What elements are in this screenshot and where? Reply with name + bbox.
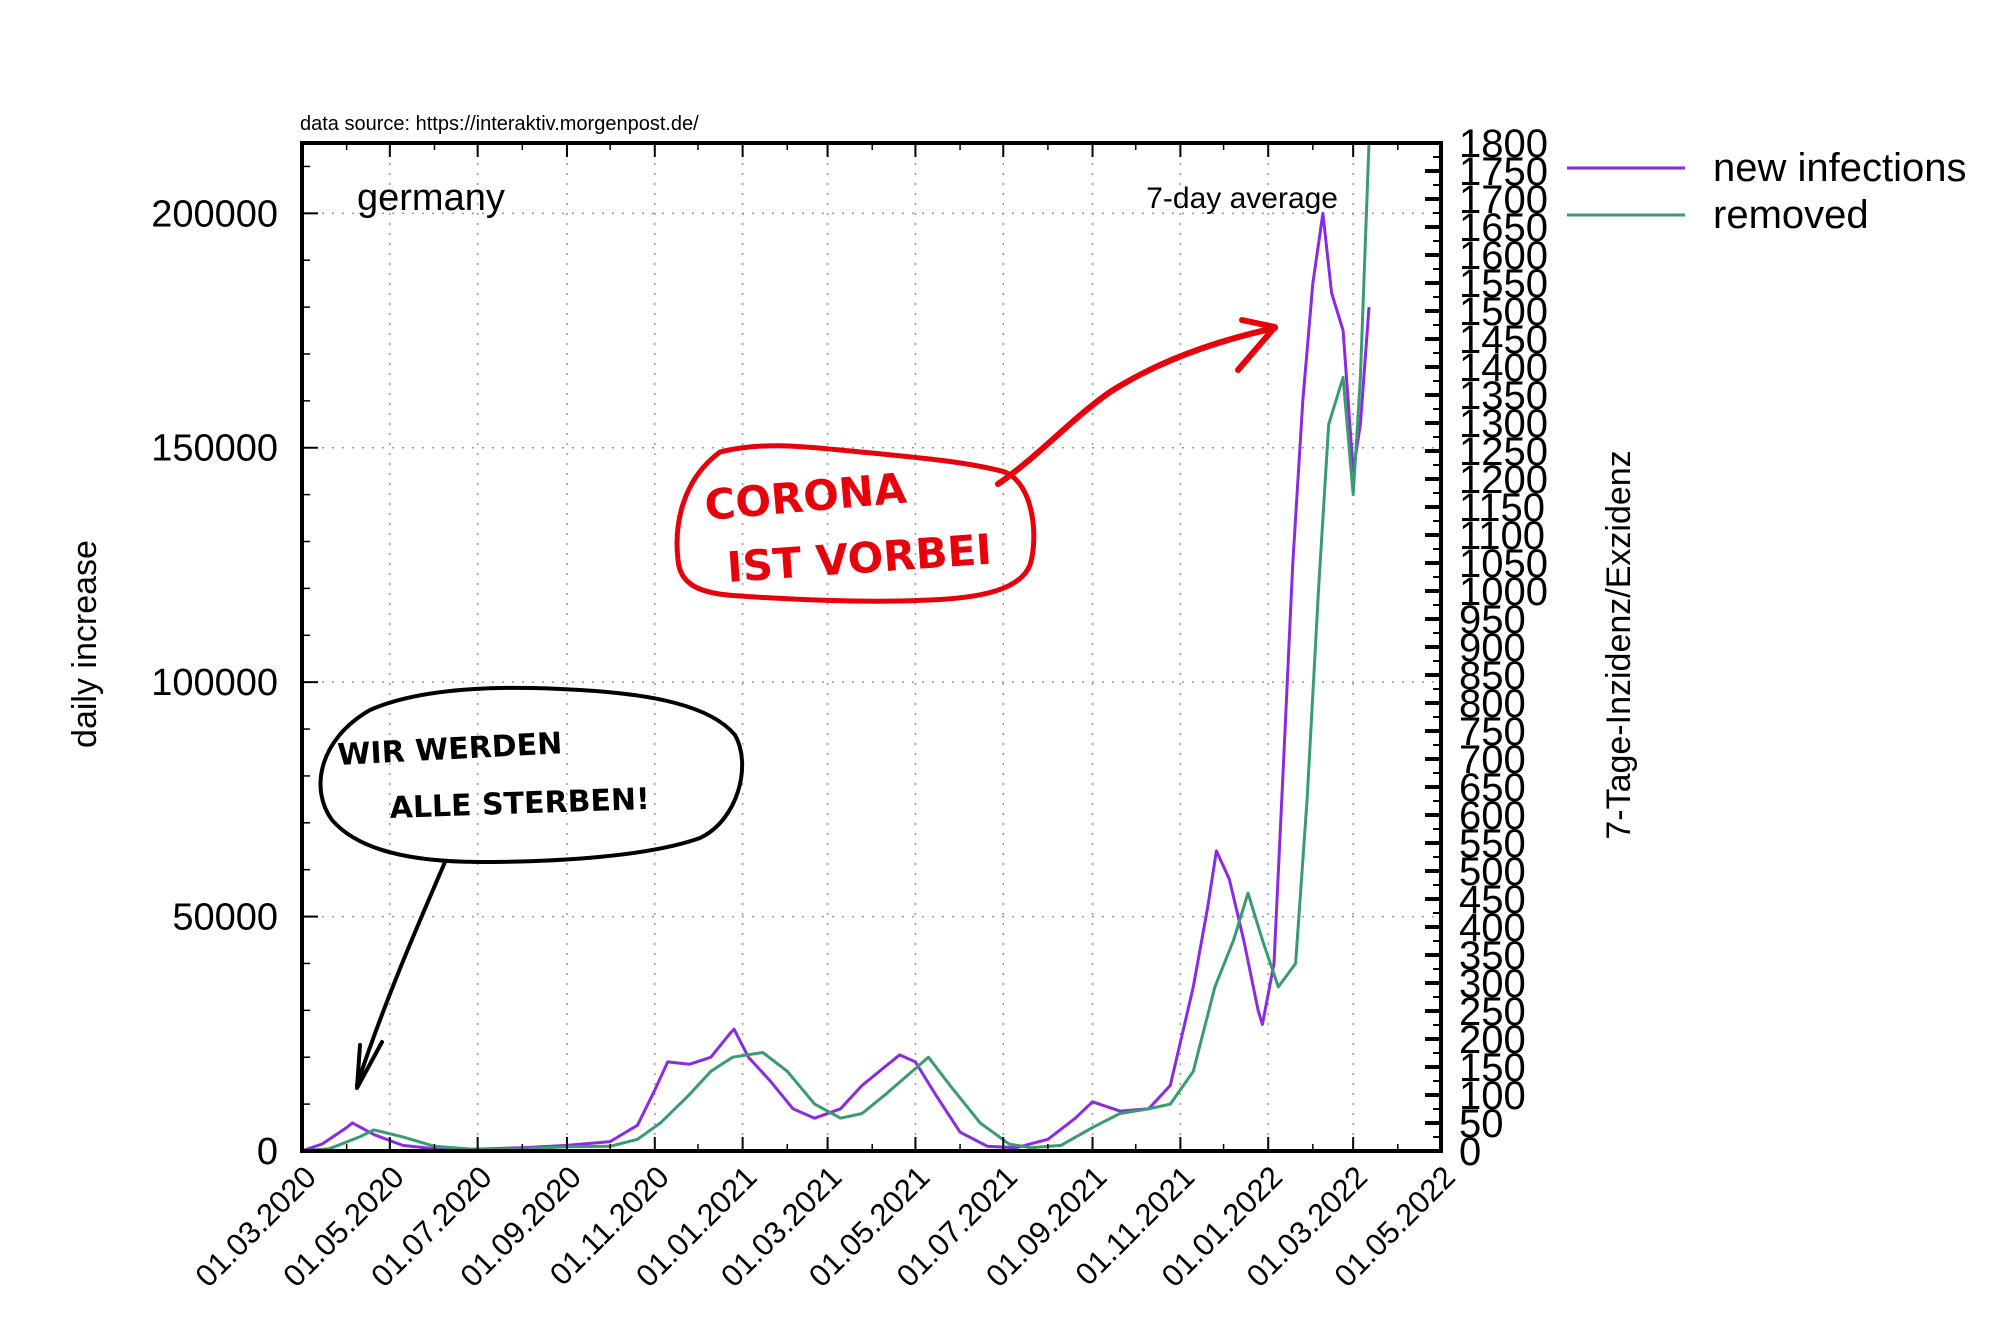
y2-tick-label: 900 — [1459, 626, 1526, 670]
y2-tick-label: 100 — [1459, 1074, 1526, 1118]
y2-tick-label: 0 — [1459, 1130, 1481, 1174]
y2-tick-label: 150 — [1459, 1046, 1526, 1090]
y2-tick-label: 750 — [1459, 710, 1526, 754]
y2-tick-label: 500 — [1459, 850, 1526, 894]
smoothing-label: 7-day average — [1146, 182, 1338, 215]
legend-label: removed — [1713, 193, 1869, 237]
y2-tick-label: 1200 — [1459, 458, 1548, 502]
y-tick-label: 50000 — [172, 897, 278, 939]
y2-tick-label: 450 — [1459, 878, 1526, 922]
y2-tick-label: 950 — [1459, 598, 1526, 642]
region-label: germany — [357, 177, 505, 219]
source-note: data source: https://interaktiv.morgenpo… — [300, 113, 699, 135]
y2-tick-label: 700 — [1459, 738, 1526, 782]
y2-tick-label: 1800 — [1459, 122, 1548, 166]
y2-tick-label: 1300 — [1459, 402, 1548, 446]
y2-tick-label: 250 — [1459, 990, 1526, 1034]
y2-axis-label: 7-Tage-Inzidenz/Exzidenz — [1600, 450, 1638, 839]
y2-tick-label: 1700 — [1459, 178, 1548, 222]
legend-label: new infections — [1713, 146, 1966, 190]
grid-lines — [302, 143, 1441, 1151]
y2-tick-label: 600 — [1459, 794, 1526, 838]
y2-tick-label: 1550 — [1459, 262, 1548, 306]
y2-tick-label: 550 — [1459, 822, 1526, 866]
series-line-removed — [302, 142, 1371, 1151]
y-tick-label: 100000 — [151, 662, 278, 704]
y2-tick-label: 1650 — [1459, 206, 1548, 250]
y2-tick-label: 1150 — [1459, 486, 1545, 530]
y2-tick-label: 1000 — [1459, 570, 1548, 614]
y-tick-label: 200000 — [151, 193, 278, 235]
y2-tick-label: 1750 — [1459, 150, 1548, 194]
y2-tick-label: 50 — [1459, 1102, 1504, 1146]
y2-tick-label: 1400 — [1459, 346, 1548, 390]
y-tick-label: 150000 — [151, 428, 278, 470]
y2-tick-label: 1450 — [1459, 318, 1548, 362]
y2-tick-label: 1050 — [1459, 542, 1548, 586]
y2-tick-label: 800 — [1459, 682, 1526, 726]
y2-tick-label: 350 — [1459, 934, 1526, 978]
y2-tick-label: 1100 — [1459, 514, 1545, 558]
y2-tick-label: 1250 — [1459, 430, 1548, 474]
y2-tick-label: 300 — [1459, 962, 1526, 1006]
y2-tick-label: 1600 — [1459, 234, 1548, 278]
plot-frame — [300, 141, 1443, 1153]
y-axis-label: daily increase — [66, 540, 104, 748]
y2-tick-label: 1350 — [1459, 374, 1548, 418]
y2-tick-label: 400 — [1459, 906, 1526, 950]
y2-tick-label: 200 — [1459, 1018, 1526, 1062]
y2-tick-label: 650 — [1459, 766, 1526, 810]
y-tick-label: 0 — [257, 1131, 278, 1173]
y2-tick-label: 850 — [1459, 654, 1526, 698]
y2-tick-label: 1500 — [1459, 290, 1548, 334]
